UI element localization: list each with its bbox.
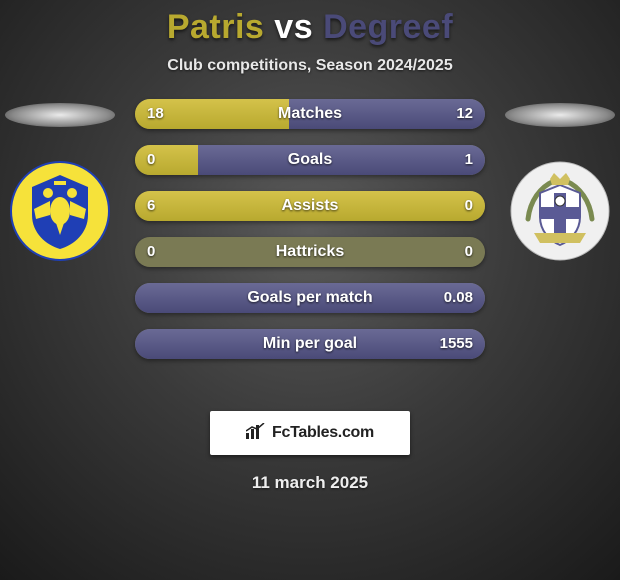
stat-row: Matches18 12: [135, 99, 485, 129]
bar-value-left: 0: [147, 145, 155, 175]
bar-value-left: 6: [147, 191, 155, 221]
bar-value-left: 0: [147, 237, 155, 267]
page-title: Patris vs Degreef: [0, 0, 620, 47]
bar-value-right: 0.08: [444, 283, 473, 313]
bar-value-right: 0: [465, 191, 473, 221]
club-crest-right: [510, 161, 610, 261]
site-label: FcTables.com: [272, 424, 374, 442]
bar-value-right: 1: [465, 145, 473, 175]
bar-label: Matches: [135, 99, 485, 129]
bar-value-right: 12: [456, 99, 473, 129]
player2-name: Degreef: [323, 8, 453, 46]
bar-value-right: 0: [465, 237, 473, 267]
content-row: Matches1812Goals01Assists60Hattricks00Go…: [0, 99, 620, 399]
vs-text: vs: [274, 8, 313, 46]
chart-icon: [246, 423, 266, 444]
stat-row: Min per goal1555: [135, 329, 485, 359]
bar-label: Goals per match: [135, 283, 485, 313]
subtitle: Club competitions, Season 2024/2025: [0, 57, 620, 75]
stat-row: Goals per match0.08: [135, 283, 485, 313]
bar-label: Assists: [135, 191, 485, 221]
bar-label: Goals: [135, 145, 485, 175]
comparison-card: Patris vs Degreef Club competitions, Sea…: [0, 0, 620, 580]
bar-label: Min per goal: [135, 329, 485, 359]
bar-value-right: 1555: [440, 329, 473, 359]
stat-row: Goals0 1: [135, 145, 485, 175]
shadow-ellipse-right: [505, 103, 615, 127]
club-crest-left: [10, 161, 110, 261]
player1-name: Patris: [167, 8, 265, 46]
site-badge[interactable]: FcTables.com: [210, 411, 410, 455]
stat-row: Hattricks0 0: [135, 237, 485, 267]
right-crest-col: [500, 99, 620, 261]
date-text: 11 march 2025: [0, 473, 620, 493]
bar-label: Hattricks: [135, 237, 485, 267]
shadow-ellipse-left: [5, 103, 115, 127]
crest-right-svg: [510, 161, 610, 261]
bar-value-left: 18: [147, 99, 164, 129]
stat-bars: Matches1812Goals01Assists60Hattricks00Go…: [135, 99, 485, 359]
stat-row: Assists6 0: [135, 191, 485, 221]
left-crest-col: [0, 99, 120, 261]
crest-left-svg: [10, 161, 110, 261]
